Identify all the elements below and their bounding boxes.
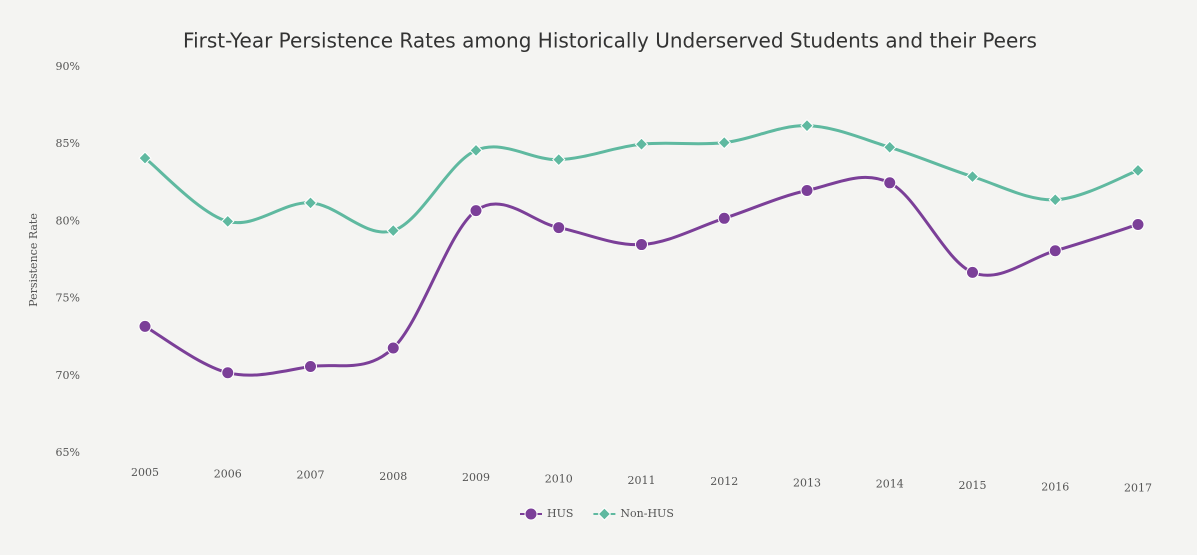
x-tick-label: 2014 bbox=[876, 478, 904, 491]
point bbox=[1131, 163, 1145, 178]
chart-title: First-Year Persistence Rates among Histo… bbox=[183, 29, 1037, 53]
x-tick-label: 2005 bbox=[131, 466, 159, 479]
point bbox=[966, 265, 979, 279]
y-tick-label: 65% bbox=[56, 446, 80, 459]
point bbox=[634, 137, 649, 151]
legend-label: Non-HUS bbox=[620, 507, 673, 520]
y-axis-label: Persistence Rate bbox=[27, 213, 40, 307]
point bbox=[1048, 193, 1062, 207]
point bbox=[717, 135, 731, 150]
point bbox=[883, 140, 897, 154]
point bbox=[469, 143, 483, 158]
point bbox=[303, 196, 318, 210]
y-tick-label: 75% bbox=[56, 292, 80, 305]
x-tick-label: 2006 bbox=[214, 467, 242, 480]
point bbox=[717, 211, 731, 225]
y-tick-label: 70% bbox=[56, 369, 80, 382]
point bbox=[883, 176, 897, 190]
point bbox=[1131, 217, 1145, 231]
point bbox=[469, 204, 483, 218]
point bbox=[800, 184, 814, 198]
point bbox=[221, 214, 235, 229]
point bbox=[386, 341, 400, 355]
x-tick-label: 2011 bbox=[628, 474, 656, 487]
point bbox=[635, 238, 648, 252]
point bbox=[800, 118, 814, 133]
x-tick-label: 2009 bbox=[462, 471, 490, 484]
point bbox=[386, 223, 400, 238]
point bbox=[1048, 244, 1062, 258]
x-tick-label: 2008 bbox=[379, 470, 407, 483]
x-tick-label: 2012 bbox=[710, 475, 738, 488]
legend-label: HUS bbox=[547, 507, 573, 520]
point bbox=[304, 360, 317, 374]
y-tick-label: 80% bbox=[56, 214, 80, 227]
point bbox=[138, 151, 152, 165]
x-tick-label: 2010 bbox=[545, 473, 573, 486]
x-tick-label: 2017 bbox=[1124, 482, 1152, 495]
point bbox=[221, 366, 235, 380]
point bbox=[965, 169, 980, 184]
x-tick-label: 2013 bbox=[793, 476, 821, 489]
x-tick-label: 2015 bbox=[959, 479, 987, 492]
point bbox=[138, 319, 152, 333]
y-tick-label: 90% bbox=[56, 60, 80, 73]
legend-marker bbox=[524, 507, 538, 521]
legend-marker bbox=[597, 507, 612, 521]
x-tick-label: 2007 bbox=[297, 469, 325, 482]
y-tick-label: 85% bbox=[56, 137, 80, 150]
point bbox=[552, 221, 566, 235]
point bbox=[552, 152, 566, 167]
x-tick-label: 2016 bbox=[1041, 480, 1069, 493]
